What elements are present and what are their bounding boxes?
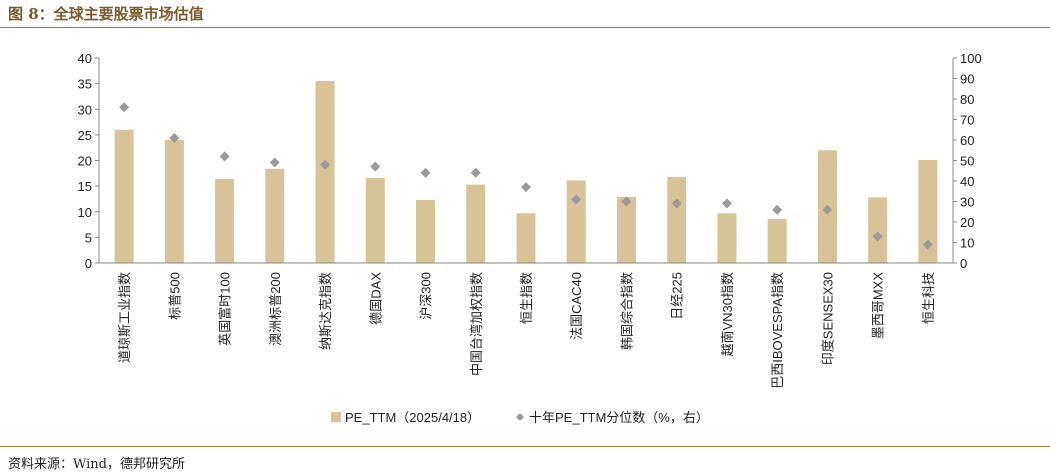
percentile-point <box>119 102 130 113</box>
right-tick-label: 0 <box>960 256 967 271</box>
left-tick-label: 30 <box>78 102 92 117</box>
legend: PE_TTM（2025/4/18） 十年PE_TTM分位数（%，右） <box>331 410 709 425</box>
category-label: 法国CAC40 <box>569 272 584 340</box>
bar <box>918 159 938 263</box>
left-axis-ticks: 0 5 10 15 20 25 30 35 40 <box>78 51 99 271</box>
bar-series <box>114 81 938 263</box>
category-label: 巴西IBOVESPA指数 <box>770 272 785 389</box>
left-tick-label: 0 <box>85 256 92 271</box>
right-tick-label: 70 <box>960 113 974 128</box>
source-divider <box>0 446 1050 447</box>
legend-marker-swatch <box>516 413 524 421</box>
bar <box>164 140 184 263</box>
bar <box>868 197 888 263</box>
percentile-point <box>470 167 481 178</box>
bar <box>767 218 787 263</box>
percentile-point <box>521 182 531 193</box>
bar <box>717 213 737 263</box>
bar <box>516 213 536 263</box>
bar <box>566 180 586 263</box>
category-label: 标普500 <box>167 272 182 320</box>
percentile-point <box>671 198 682 209</box>
category-label: 道琼斯工业指数 <box>117 272 132 363</box>
percentile-point <box>320 159 331 170</box>
bar <box>365 177 385 263</box>
bar <box>466 184 486 263</box>
right-tick-label: 90 <box>960 72 974 87</box>
percentile-point <box>370 161 381 172</box>
bar <box>667 176 687 263</box>
percentile-point <box>721 198 732 209</box>
bar <box>215 178 235 263</box>
right-tick-label: 100 <box>960 51 982 66</box>
percentile-point <box>269 157 280 168</box>
category-label: 纳斯达克指数 <box>318 272 333 350</box>
legend-bar-swatch <box>331 412 341 422</box>
title-divider <box>0 27 1050 28</box>
bar <box>616 196 636 263</box>
category-label: 沪深300 <box>419 272 434 320</box>
category-label: 中国台湾加权指数 <box>469 272 484 376</box>
percentile-point <box>420 167 431 178</box>
percentile-point <box>571 194 582 205</box>
left-tick-label: 10 <box>78 205 92 220</box>
bar <box>265 168 285 263</box>
left-tick-label: 20 <box>78 154 92 169</box>
right-tick-label: 40 <box>960 174 974 189</box>
right-tick-label: 10 <box>960 236 974 251</box>
category-label: 澳洲标普200 <box>268 272 283 346</box>
figure-title: 图 8：全球主要股票市场估值 <box>8 5 204 23</box>
left-tick-label: 5 <box>85 230 92 245</box>
percentile-point <box>621 196 632 207</box>
category-label: 日经225 <box>670 272 685 320</box>
category-label: 越南VN30指数 <box>720 272 735 357</box>
percentile-point <box>872 231 883 242</box>
category-label: 印度SENSEX30 <box>820 272 835 365</box>
category-label: 韩国综合指数 <box>619 272 634 350</box>
left-tick-label: 15 <box>78 179 92 194</box>
percentile-point <box>822 204 833 215</box>
category-label: 墨西哥MXX <box>871 272 886 340</box>
bar <box>315 81 335 263</box>
bar <box>416 199 436 263</box>
percentile-point <box>922 239 933 250</box>
right-tick-label: 30 <box>960 195 974 210</box>
percentile-point <box>219 151 230 162</box>
percentile-point <box>772 204 783 215</box>
legend-bar-label: PE_TTM（2025/4/18） <box>345 410 480 425</box>
right-tick-label: 20 <box>960 215 974 230</box>
right-axis-ticks: 0 10 20 30 40 50 60 70 80 90 100 <box>953 51 982 271</box>
left-tick-label: 35 <box>78 77 92 92</box>
right-tick-label: 80 <box>960 92 974 107</box>
axes <box>98 58 954 264</box>
category-label: 恒生科技 <box>921 272 936 324</box>
category-label: 恒生指数 <box>519 272 534 324</box>
right-tick-label: 50 <box>960 154 974 169</box>
bar <box>114 129 134 263</box>
left-tick-label: 40 <box>78 51 92 66</box>
right-tick-label: 60 <box>960 133 974 148</box>
category-label: 英国富时100 <box>218 272 233 346</box>
percentile-point <box>169 132 180 143</box>
source-note: 资料来源：Wind，德邦研究所 <box>8 457 185 472</box>
left-tick-label: 25 <box>78 128 92 143</box>
category-label: 德国DAX <box>368 272 383 325</box>
category-labels: 道琼斯工业指数 标普500 英国富时100 澳洲标普200 纳斯达克指数 德国DAX 沪深3… <box>117 272 936 389</box>
percentile-series <box>119 102 933 250</box>
legend-marker-label: 十年PE_TTM分位数（%，右） <box>529 410 709 425</box>
